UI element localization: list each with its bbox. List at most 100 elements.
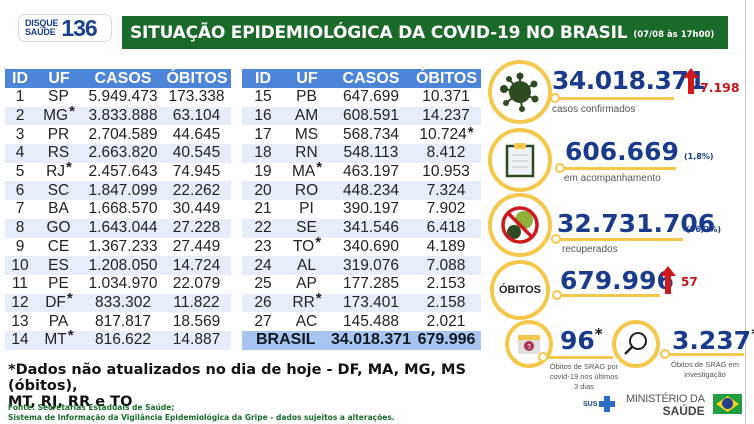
cell-uf: RS — [35, 144, 83, 163]
deaths-value: 679.996 — [560, 266, 674, 295]
cell-casos: 2.663.820 — [83, 144, 163, 163]
table-row: 15 PB 647.699 10.371 — [242, 88, 481, 107]
uf-code: AC — [295, 312, 318, 330]
monitoring-badge — [488, 128, 552, 192]
table-header-row: ID UF CASOS ÓBITOS — [5, 69, 231, 88]
table-row: 27 AC 145.488 2.021 — [242, 312, 481, 331]
logo-line2: SAÚDE — [25, 27, 56, 37]
obitos-value: 14.237 — [422, 107, 470, 125]
cell-uf: DF* — [35, 290, 83, 313]
obitos-value: 8.412 — [426, 144, 466, 162]
cell-id: 12 — [5, 293, 35, 313]
cell-obitos: 22.262 — [163, 181, 231, 201]
uf-code: MT — [44, 331, 67, 349]
obitos-value: 6.418 — [426, 219, 466, 237]
calendar-icon: 3 — [518, 335, 540, 354]
ministry-logo: MINISTÉRIO DA SAÚDE — [626, 393, 705, 418]
cell-uf: MA* — [284, 159, 330, 182]
cell-casos: 340.690 — [342, 237, 400, 255]
brazil-flag-icon — [713, 394, 742, 414]
cell-id: 20 — [242, 181, 284, 201]
cell-id: 10 — [5, 256, 35, 275]
table-row: 24 AL 319.076 7.088 — [242, 256, 481, 275]
sus-text: SUS — [583, 400, 598, 408]
source-line2: Sistema de Informação da Vigilância Epid… — [8, 413, 395, 422]
table-row: 10 ES 1.208.050 14.724 — [5, 256, 231, 275]
obitos-value: 2.158 — [426, 293, 466, 311]
obitos-value: 4.189 — [426, 237, 466, 255]
srag-recent-label-l2: covid-19 nos últimos — [549, 372, 619, 381]
srag-investigation-value: 3.237* — [672, 325, 754, 355]
obitos-value: 44.645 — [172, 125, 221, 143]
uf-code: AM — [294, 107, 319, 125]
cell-id: 1 — [15, 88, 25, 106]
cell-uf: PA — [35, 312, 83, 331]
cell-id: 8 — [5, 218, 35, 238]
cell-casos: 833.302 — [83, 293, 163, 313]
report-date: (07/08 às 17h00) — [633, 29, 715, 40]
uf-code: MA — [291, 163, 316, 181]
cell-id: 3 — [15, 125, 25, 143]
cell-uf: TO* — [284, 234, 330, 257]
disque-saude-136-logo: DISQUE SAÚDE 136 — [18, 14, 112, 42]
source-line1: Fonte: Secretarias Estaduais de Saúde; — [8, 403, 175, 412]
cell-casos: 1.668.570 — [88, 200, 158, 218]
cell-obitos: 8.412 — [412, 144, 481, 163]
cell-uf: MT* — [35, 327, 83, 350]
col-casos: CASOS — [330, 69, 412, 88]
table-row: 17 MS 568.734 10.724* — [242, 123, 481, 144]
uf-code: PI — [299, 200, 314, 218]
table-row: 21 PI 390.197 7.902 — [242, 200, 481, 219]
uf-code: SP — [48, 88, 69, 106]
clipboard-icon — [505, 143, 535, 178]
total-obitos: 679.996 — [412, 330, 481, 350]
cell-casos: 647.699 — [342, 88, 400, 106]
uf-code: AP — [296, 275, 317, 293]
obitos-value: 18.569 — [172, 312, 221, 330]
cell-obitos: 14.724 — [163, 256, 231, 275]
cell-id: 22 — [242, 218, 284, 238]
obitos-value: 14.724 — [172, 256, 221, 274]
table-row: 26 RR* 173.401 2.158 — [242, 290, 481, 313]
uf-star: * — [66, 289, 73, 307]
srag-recent-label: Óbitos de SRAG por covid-19 nos últimos … — [536, 362, 632, 392]
cell-obitos: 18.569 — [163, 312, 231, 331]
uf-code: GO — [46, 219, 71, 237]
cell-id: 14 — [5, 330, 35, 350]
uf-code: CE — [47, 237, 70, 255]
cell-casos: 568.734 — [342, 125, 400, 143]
cell-id: 7 — [15, 200, 25, 218]
uf-code: RJ — [46, 163, 66, 181]
cell-uf: SE — [284, 218, 330, 238]
cell-obitos: 74.945 — [163, 163, 231, 182]
cell-uf: MG* — [35, 103, 83, 126]
obitos-value: 10.371 — [422, 88, 470, 106]
uf-star: * — [66, 159, 72, 177]
total-row: BRASIL 34.018.371 679.996 — [242, 330, 481, 350]
cell-uf: CE — [35, 238, 83, 257]
cell-casos: 2.457.643 — [88, 163, 158, 181]
obitos-value: 10.724 — [419, 125, 467, 143]
logo-line1: DISQUE — [25, 18, 59, 28]
srag-recent-label-l1: Óbitos de SRAG por — [549, 362, 619, 371]
cell-casos: 2.704.589 — [88, 125, 158, 143]
cell-obitos: 27.228 — [163, 218, 231, 238]
cell-obitos: 6.418 — [412, 218, 481, 238]
cell-casos: 448.234 — [330, 181, 412, 201]
underline-dot — [538, 352, 548, 362]
obitos-star: * — [467, 123, 474, 141]
srag-investigation-label: Óbitos de SRAG em investigação — [660, 360, 750, 380]
footnote: *Dados não atualizados no dia de hoje - … — [8, 362, 508, 410]
cell-uf: PB — [284, 88, 330, 107]
underline-dot — [551, 234, 561, 244]
cell-casos: 1.643.044 — [83, 218, 163, 238]
underline — [543, 356, 613, 359]
cell-obitos: 173.338 — [163, 88, 231, 107]
uf-code: PR — [47, 125, 70, 143]
cell-id: 27 — [254, 312, 272, 330]
cell-id: 19 — [254, 163, 272, 181]
ministry-line2: SAÚDE — [662, 404, 705, 418]
cell-casos: 1.034.970 — [88, 275, 158, 293]
col-uf: UF — [284, 69, 330, 88]
table-row: 14 MT* 816.622 14.887 — [5, 327, 231, 350]
